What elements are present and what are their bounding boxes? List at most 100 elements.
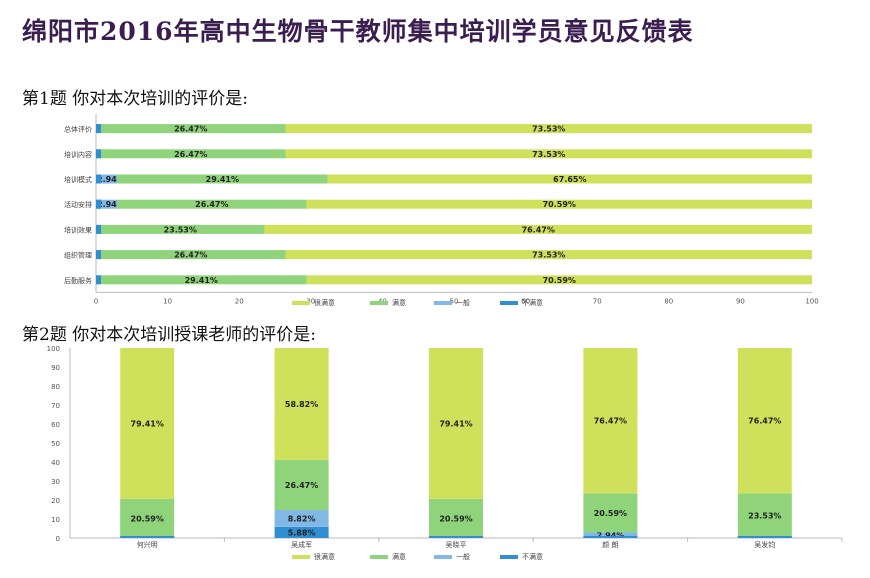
c1-category-label: 后勤服务 — [64, 276, 92, 285]
c1-data-label: 26.47% — [174, 125, 207, 134]
c2-category-label: 何兴明 — [137, 540, 158, 549]
c1-bar-start-marker — [96, 149, 101, 159]
c1-bar-满意 — [117, 174, 328, 184]
c2-legend-swatch — [434, 555, 452, 559]
c1-bar-一般 — [96, 199, 118, 209]
c1-bar-很满意 — [264, 224, 812, 234]
c1-bar-满意 — [96, 149, 286, 159]
c2-data-label: 79.41% — [439, 419, 472, 428]
c2-y-tick-label: 10 — [51, 516, 60, 524]
c2-category-label: 吴成军 — [291, 540, 312, 549]
c1-category-label: 总体评价 — [64, 125, 92, 134]
c2-data-label: 79.41% — [131, 419, 164, 428]
c2-legend-swatch — [370, 555, 388, 559]
c2-y-tick-label: 40 — [51, 459, 60, 467]
c1-category-label: 培训模式 — [64, 175, 92, 184]
c1-legend-label: 一般 — [456, 298, 470, 307]
c1-data-label: 23.53% — [164, 225, 197, 234]
c1-data-label: 26.47% — [174, 150, 207, 159]
c1-data-label: 73.53% — [532, 150, 565, 159]
c2-bar-base-marker — [583, 536, 638, 538]
c1-category-label: 培训内容 — [64, 150, 92, 159]
c2-data-label: 20.59% — [439, 514, 472, 523]
c2-legend-label: 很满意 — [314, 552, 335, 561]
c2-bar-一般 — [274, 510, 329, 527]
c2-data-label: 20.59% — [594, 509, 627, 518]
c2-data-label: 76.47% — [748, 417, 781, 426]
c2-bar-很满意 — [120, 348, 175, 499]
c1-data-label: 29.41% — [185, 276, 218, 285]
c1-bar-很满意 — [306, 275, 812, 285]
c2-data-label: 76.47% — [594, 417, 627, 426]
c2-data-label: 23.53% — [748, 512, 781, 521]
c2-y-tick-label: 30 — [51, 478, 60, 486]
c1-bar-start-marker — [96, 124, 101, 134]
c1-bar-start-marker — [96, 199, 101, 209]
c1-x-tick-label: 50 — [450, 297, 459, 305]
c2-bar-很满意 — [274, 348, 329, 460]
c1-x-tick-label: 80 — [664, 297, 673, 305]
c2-category-label: 吴晓平 — [446, 540, 467, 549]
c2-y-tick-label: 80 — [51, 383, 60, 391]
c2-bar-很满意 — [583, 348, 638, 494]
c1-data-label: 73.53% — [532, 125, 565, 134]
c1-data-label: 26.47% — [195, 200, 228, 209]
c1-legend-label: 不满意 — [522, 298, 543, 307]
c1-legend-swatch — [370, 301, 388, 305]
c1-x-tick-label: 100 — [805, 297, 818, 305]
c1-legend-swatch — [292, 301, 310, 305]
c1-bar-很满意 — [285, 124, 812, 134]
c2-legend-swatch — [500, 555, 518, 559]
c1-x-tick-label: 30 — [306, 297, 315, 305]
c2-legend-label: 不满意 — [522, 552, 543, 561]
c2-data-label: 5.88% — [288, 528, 316, 537]
c2-bar-不满意 — [274, 526, 329, 538]
c2-bar-满意 — [274, 459, 329, 511]
c1-data-label: 26.47% — [174, 251, 207, 260]
c1-data-label: 73.53% — [532, 251, 565, 260]
c1-data-label: 70.59% — [543, 200, 576, 209]
c2-y-tick-label: 60 — [51, 421, 60, 429]
c1-bar-很满意 — [285, 250, 812, 260]
c1-category-label: 培训效果 — [64, 225, 92, 234]
c1-bar-start-marker — [96, 275, 101, 285]
c1-x-tick-label: 0 — [94, 297, 98, 305]
c2-y-tick-label: 90 — [51, 364, 60, 372]
question-2-label: 第2题 你对本次培训授课老师的评价是: — [22, 325, 316, 345]
c1-x-tick-label: 10 — [163, 297, 172, 305]
c2-bar-一般 — [583, 532, 638, 538]
c2-bar-满意 — [429, 498, 483, 538]
c2-category-label: 吴发钧 — [754, 540, 775, 549]
c2-bar-满意 — [583, 493, 638, 533]
c2-y-tick-label: 20 — [51, 497, 60, 505]
c1-legend-label: 满意 — [392, 298, 406, 307]
c1-category-label: 活动安排 — [64, 200, 92, 209]
c2-bar-base-marker — [274, 536, 329, 538]
c1-data-label: 2.94% — [97, 175, 125, 184]
c2-data-label: 20.59% — [131, 514, 164, 523]
c1-data-label: 67.65% — [553, 175, 586, 184]
c2-y-tick-label: 100 — [47, 345, 60, 353]
c2-bar-满意 — [120, 498, 175, 538]
c2-y-tick-label: 70 — [51, 402, 60, 410]
c2-data-label: 26.47% — [285, 481, 318, 490]
c2-data-label: 8.82% — [288, 514, 316, 523]
c2-category-label: 颜 朗 — [602, 540, 618, 549]
c1-bar-很满意 — [285, 149, 812, 159]
c1-category-label: 组织管理 — [64, 251, 92, 260]
c2-y-tick-label: 50 — [51, 440, 60, 448]
c1-legend-label: 很满意 — [314, 298, 335, 307]
c1-x-tick-label: 20 — [235, 297, 244, 305]
c1-bar-start-marker — [96, 224, 101, 234]
c1-bar-start-marker — [96, 250, 101, 260]
page-title: 绵阳市2016年高中生物骨干教师集中培训学员意见反馈表 — [22, 17, 694, 46]
c1-bar-满意 — [96, 224, 265, 234]
c2-data-label: 58.82% — [285, 400, 318, 409]
c1-bar-一般 — [96, 174, 118, 184]
c1-bar-start-marker — [96, 174, 101, 184]
c2-legend-label: 一般 — [456, 552, 470, 561]
c1-bar-满意 — [96, 124, 286, 134]
c2-y-tick-label: 0 — [56, 535, 60, 543]
